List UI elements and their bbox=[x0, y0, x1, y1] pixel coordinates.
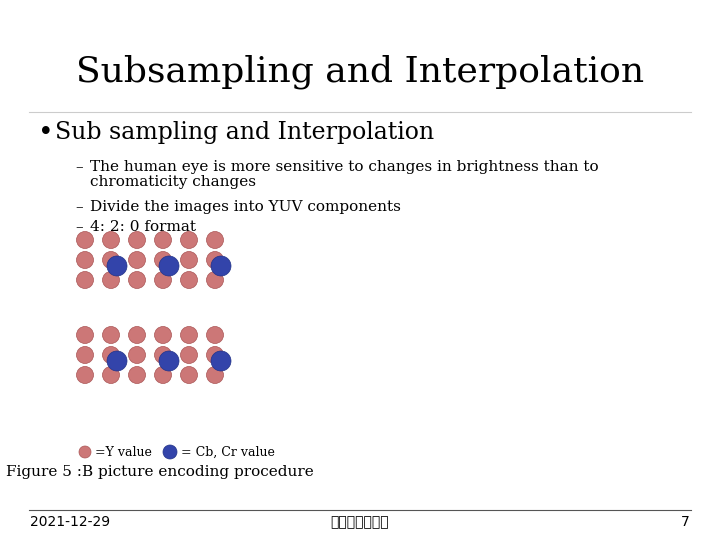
Circle shape bbox=[207, 367, 223, 383]
Circle shape bbox=[102, 272, 120, 288]
Circle shape bbox=[181, 327, 197, 343]
Circle shape bbox=[155, 252, 171, 268]
Text: 7: 7 bbox=[681, 515, 690, 529]
Text: •: • bbox=[38, 119, 53, 145]
Text: Sub sampling and Interpolation: Sub sampling and Interpolation bbox=[55, 120, 434, 144]
Circle shape bbox=[102, 347, 120, 363]
Circle shape bbox=[159, 351, 179, 371]
Circle shape bbox=[181, 367, 197, 383]
Text: 제어인식연구실: 제어인식연구실 bbox=[330, 515, 390, 529]
Circle shape bbox=[211, 351, 231, 371]
Circle shape bbox=[128, 232, 145, 248]
Circle shape bbox=[107, 256, 127, 276]
Text: –: – bbox=[75, 200, 83, 214]
Circle shape bbox=[76, 347, 94, 363]
Circle shape bbox=[155, 232, 171, 248]
Circle shape bbox=[128, 347, 145, 363]
Circle shape bbox=[102, 232, 120, 248]
Text: Divide the images into YUV components: Divide the images into YUV components bbox=[90, 200, 401, 214]
Circle shape bbox=[207, 232, 223, 248]
Circle shape bbox=[128, 252, 145, 268]
Circle shape bbox=[76, 272, 94, 288]
Text: Figure 5 :B picture encoding procedure: Figure 5 :B picture encoding procedure bbox=[6, 465, 314, 479]
Circle shape bbox=[211, 256, 231, 276]
Circle shape bbox=[181, 252, 197, 268]
Circle shape bbox=[128, 367, 145, 383]
Text: = Cb, Cr value: = Cb, Cr value bbox=[181, 446, 275, 458]
Text: The human eye is more sensitive to changes in brightness than to: The human eye is more sensitive to chang… bbox=[90, 160, 598, 174]
Circle shape bbox=[181, 232, 197, 248]
Circle shape bbox=[107, 351, 127, 371]
Circle shape bbox=[159, 256, 179, 276]
Circle shape bbox=[79, 446, 91, 458]
Circle shape bbox=[155, 367, 171, 383]
Circle shape bbox=[207, 252, 223, 268]
Circle shape bbox=[155, 272, 171, 288]
Circle shape bbox=[155, 327, 171, 343]
Circle shape bbox=[128, 327, 145, 343]
Circle shape bbox=[128, 272, 145, 288]
Circle shape bbox=[207, 272, 223, 288]
Circle shape bbox=[102, 252, 120, 268]
Text: =Y value: =Y value bbox=[95, 446, 152, 458]
Text: Subsampling and Interpolation: Subsampling and Interpolation bbox=[76, 55, 644, 89]
Text: –: – bbox=[75, 160, 83, 174]
Circle shape bbox=[76, 252, 94, 268]
Circle shape bbox=[181, 272, 197, 288]
Text: 2021-12-29: 2021-12-29 bbox=[30, 515, 110, 529]
Circle shape bbox=[207, 347, 223, 363]
Circle shape bbox=[181, 347, 197, 363]
Text: –: – bbox=[75, 220, 83, 234]
Circle shape bbox=[163, 445, 177, 459]
Circle shape bbox=[155, 347, 171, 363]
Circle shape bbox=[76, 232, 94, 248]
Text: chromaticity changes: chromaticity changes bbox=[90, 175, 256, 189]
Circle shape bbox=[207, 327, 223, 343]
Circle shape bbox=[102, 327, 120, 343]
Circle shape bbox=[76, 327, 94, 343]
Circle shape bbox=[102, 367, 120, 383]
Text: 4: 2: 0 format: 4: 2: 0 format bbox=[90, 220, 196, 234]
Circle shape bbox=[76, 367, 94, 383]
